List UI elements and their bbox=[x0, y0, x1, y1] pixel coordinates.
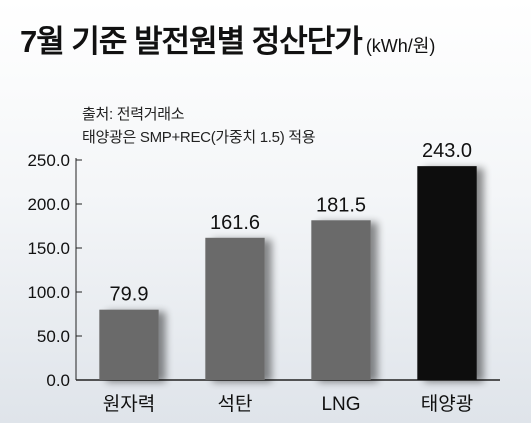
value-label-1: 79.9 bbox=[110, 284, 149, 306]
chart-title: 7월 기준 발전원별 정산단가 (kWh/원) bbox=[20, 16, 435, 61]
y-tick-label: 250.0 bbox=[27, 151, 70, 170]
category-label-3: LNG bbox=[321, 394, 360, 415]
bar-4 bbox=[417, 166, 477, 380]
y-tick-label: 150.0 bbox=[27, 239, 70, 258]
y-tick-label: 0.0 bbox=[46, 371, 70, 390]
source-note: 출처: 전력거래소 bbox=[82, 106, 185, 123]
chart-title-text: 7월 기준 발전원별 정산단가 bbox=[20, 24, 363, 59]
category-label-1: 원자력 bbox=[103, 393, 155, 415]
bar-3 bbox=[311, 220, 371, 380]
bars bbox=[99, 166, 477, 380]
y-tick-label: 50.0 bbox=[37, 327, 70, 346]
footnote: 태양광은 SMP+REC(가중치 1.5) 적용 bbox=[82, 129, 316, 146]
bar-1 bbox=[99, 309, 159, 380]
value-labels: 79.9 161.6 181.5 243.0 bbox=[110, 140, 473, 306]
y-tick-label: 100.0 bbox=[27, 283, 70, 302]
value-label-4: 243.0 bbox=[422, 140, 472, 162]
value-label-2: 161.6 bbox=[210, 212, 260, 234]
category-label-4: 태양광 bbox=[421, 393, 473, 415]
x-axis: 원자력 석탄 LNG 태양광 bbox=[103, 393, 473, 415]
category-label-2: 석탄 bbox=[218, 393, 253, 415]
unit-label: (kWh/원) bbox=[365, 36, 436, 56]
y-tick-label: 200.0 bbox=[27, 195, 70, 214]
y-axis: 0.0 50.0 100.0 150.0 200.0 250.0 bbox=[27, 151, 500, 390]
value-label-3: 181.5 bbox=[316, 194, 366, 216]
bar-2 bbox=[205, 237, 265, 380]
